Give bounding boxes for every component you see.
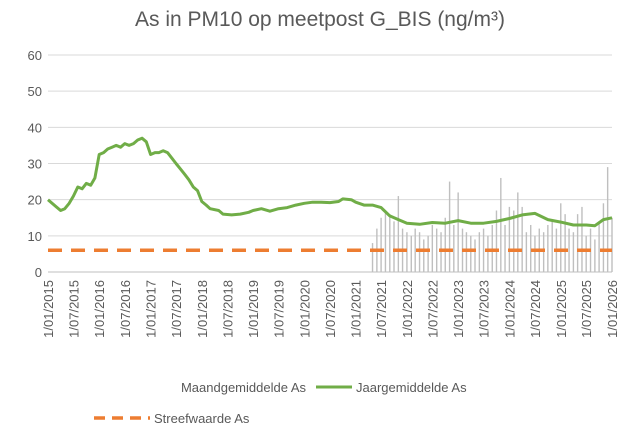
x-tick-label: 1/07/2020 — [323, 280, 338, 338]
legend-item-jaargemiddelde: Jaargemiddelde As — [316, 380, 467, 395]
bar-maandgemiddelde — [508, 206, 511, 272]
x-tick-label: 1/01/2020 — [297, 280, 312, 338]
y-tick-label: 50 — [28, 84, 42, 99]
bar-maandgemiddelde — [406, 232, 408, 272]
y-tick-label: 10 — [28, 229, 42, 244]
bar-maandgemiddelde — [500, 177, 502, 272]
bar-maandgemiddelde — [389, 214, 391, 272]
bar-maandgemiddelde — [551, 221, 553, 272]
bar-maandgemiddelde — [572, 232, 575, 272]
x-tick-label: 1/01/2022 — [400, 280, 415, 338]
y-tick-label: 40 — [28, 120, 42, 135]
y-tick-label: 20 — [28, 193, 42, 208]
bar-maandgemiddelde — [380, 217, 382, 272]
x-tick-label: 1/01/2018 — [195, 280, 210, 338]
lines — [47, 136, 613, 253]
x-tick-label: 1/01/2017 — [144, 280, 159, 338]
legend-item-maandgemiddelde: Maandgemiddelde As — [181, 380, 307, 395]
x-tick-label: 1/07/2016 — [118, 280, 133, 338]
legend-label-streefwaarde: Streefwaarde As — [154, 411, 250, 426]
bar-maandgemiddelde — [495, 210, 498, 272]
bar-maandgemiddelde — [598, 221, 600, 272]
legend-item-streefwaarde: Streefwaarde As — [94, 411, 250, 426]
bar-maandgemiddelde — [517, 192, 519, 272]
bar-maandgemiddelde — [393, 221, 395, 272]
bar-maandgemiddelde — [581, 206, 583, 272]
bar-maandgemiddelde — [611, 217, 613, 272]
bar-maandgemiddelde — [482, 228, 485, 272]
x-tick-label: 1/07/2018 — [220, 280, 235, 338]
x-tick-label: 1/07/2021 — [374, 280, 389, 338]
bar-maandgemiddelde — [440, 232, 442, 272]
bar-maandgemiddelde — [418, 232, 421, 272]
bar-maandgemiddelde — [474, 239, 476, 272]
legend-label-jaargemiddelde: Jaargemiddelde As — [356, 380, 467, 395]
x-tick-label: 1/07/2024 — [528, 280, 543, 338]
y-tick-label: 60 — [28, 48, 42, 63]
bar-maandgemiddelde — [397, 196, 400, 272]
chart-title: As in PM10 op meetpost G_BIS (ng/m³) — [135, 8, 505, 31]
legend-label-maandgemiddelde: Maandgemiddelde As — [181, 380, 307, 395]
bar-maandgemiddelde — [435, 228, 438, 272]
x-tick-label: 1/01/2019 — [246, 280, 261, 338]
bar-maandgemiddelde — [453, 224, 455, 272]
x-tick-label: 1/07/2019 — [271, 280, 286, 338]
legend: Maandgemiddelde As Jaargemiddelde As Str… — [94, 380, 467, 426]
bar-maandgemiddelde — [504, 224, 506, 272]
y-tick-label: 0 — [35, 265, 42, 280]
y-tick-label: 30 — [28, 157, 42, 172]
x-tick-label: 1/07/2015 — [66, 280, 81, 338]
bar-maandgemiddelde — [521, 206, 523, 272]
bar-maandgemiddelde — [534, 235, 536, 272]
bar-maandgemiddelde — [448, 181, 451, 272]
bar-maandgemiddelde — [410, 235, 412, 272]
bar-maandgemiddelde — [576, 214, 579, 272]
gridlines — [48, 54, 612, 273]
bar-maandgemiddelde — [594, 239, 596, 272]
bar-maandgemiddelde — [585, 235, 587, 272]
x-tick-label: 1/07/2025 — [579, 280, 594, 338]
bar-maandgemiddelde — [431, 224, 434, 272]
bar-maandgemiddelde — [542, 232, 545, 272]
bar-maandgemiddelde — [547, 224, 549, 272]
x-axis: 1/01/2015 1/07/2015 1/01/2016 1/07/2016 1/01… — [41, 280, 620, 338]
bar-maandgemiddelde — [478, 232, 481, 272]
bar-maandgemiddelde — [371, 243, 374, 272]
bar-maandgemiddelde — [602, 203, 605, 272]
bar-maandgemiddelde — [487, 235, 489, 272]
bar-maandgemiddelde — [423, 239, 425, 272]
bar-maandgemiddelde — [444, 217, 446, 272]
bar-maandgemiddelde — [491, 224, 493, 272]
bar-maandgemiddelde — [427, 235, 429, 272]
bar-maandgemiddelde — [564, 214, 566, 272]
series-line-jaargemiddelde — [47, 136, 613, 228]
x-tick-label: 1/01/2023 — [451, 280, 466, 338]
bar-maandgemiddelde — [384, 210, 387, 272]
bar-maandgemiddelde — [414, 228, 416, 272]
bar-maandgemiddelde — [470, 235, 472, 272]
bar-maandgemiddelde — [457, 192, 459, 272]
x-tick-label: 1/07/2022 — [425, 280, 440, 338]
x-tick-label: 1/07/2017 — [169, 280, 184, 338]
bar-maandgemiddelde — [525, 232, 528, 272]
bar-maandgemiddelde — [530, 224, 532, 272]
bars — [371, 167, 613, 272]
bar-maandgemiddelde — [513, 210, 515, 272]
x-tick-label: 1/01/2015 — [41, 280, 56, 338]
x-tick-label: 1/01/2026 — [605, 280, 620, 338]
x-tick-label: 1/01/2016 — [92, 280, 107, 338]
bar-maandgemiddelde — [568, 228, 570, 272]
bar-maandgemiddelde — [465, 232, 468, 272]
x-tick-label: 1/07/2023 — [477, 280, 492, 338]
x-tick-label: 1/01/2025 — [554, 280, 569, 338]
y-axis: 0 10 20 30 40 50 60 — [28, 48, 42, 280]
x-tick-label: 1/01/2021 — [349, 280, 364, 338]
bar-maandgemiddelde — [560, 203, 562, 272]
x-tick-label: 1/01/2024 — [502, 280, 517, 338]
